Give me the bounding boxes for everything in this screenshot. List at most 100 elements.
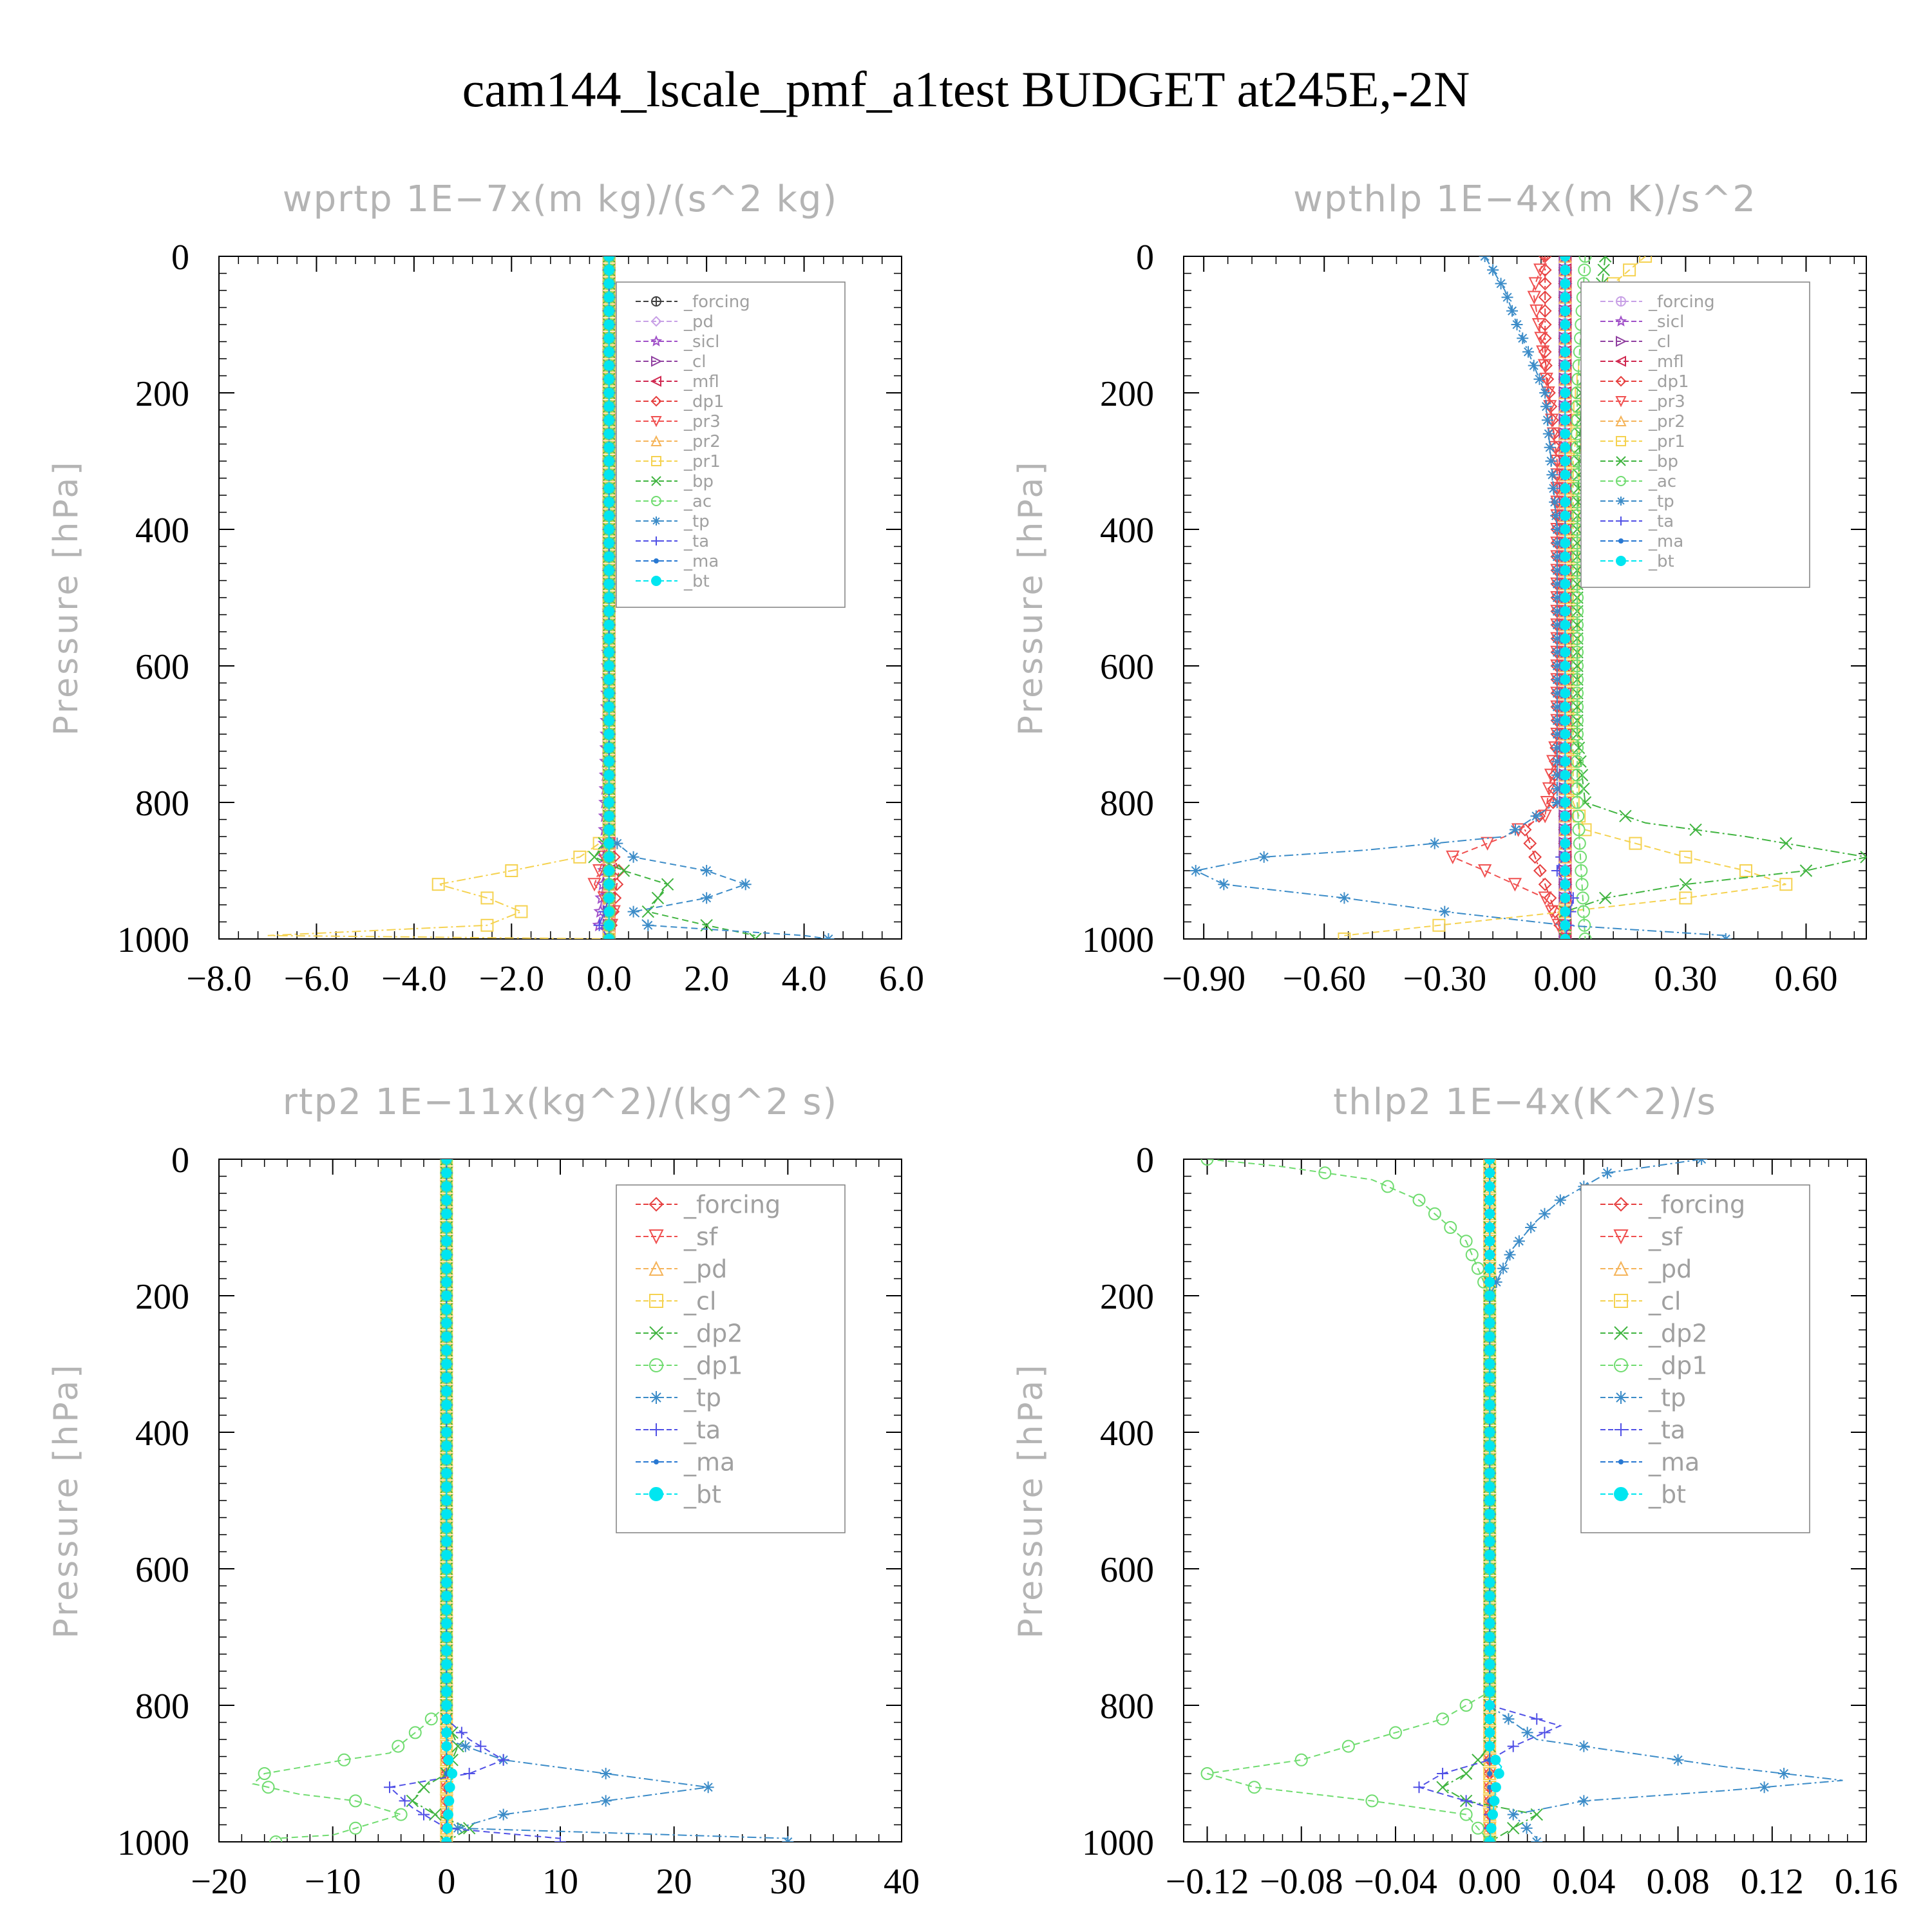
panel-title: wpthlp 1E−4x(m K)/s^2 — [1293, 178, 1757, 220]
data-point — [1471, 1821, 1484, 1835]
legend-item: _tp — [636, 1383, 721, 1412]
data-point — [1218, 878, 1230, 891]
legend-item: _bt — [636, 1480, 721, 1508]
legend-marker — [1615, 375, 1627, 387]
data-point — [1436, 1712, 1450, 1726]
data-point — [1578, 263, 1591, 277]
legend-marker — [1613, 1260, 1629, 1276]
data-point — [1338, 933, 1351, 939]
data-point — [603, 524, 614, 535]
legend-item: _cl — [1600, 1287, 1681, 1315]
data-point — [1560, 578, 1571, 589]
data-point — [1560, 360, 1571, 371]
x-tick-label: −4.0 — [381, 959, 447, 999]
data-point — [1560, 647, 1571, 658]
legend-item: _ma — [1600, 1448, 1700, 1476]
legend-label: _pd — [683, 312, 714, 332]
data-point — [441, 1222, 452, 1233]
data-point — [1571, 673, 1584, 687]
data-point — [1501, 291, 1513, 303]
legend-label: _pr1 — [1648, 432, 1685, 451]
data-point — [1551, 728, 1563, 740]
data-point — [441, 1386, 452, 1397]
data-point — [603, 770, 614, 781]
legend-item: _dp1 — [1600, 372, 1689, 392]
series-bt — [441, 1159, 458, 1842]
legend-marker — [652, 516, 661, 526]
data-point — [1531, 318, 1546, 332]
y-tick-label: 800 — [1100, 784, 1154, 824]
x-tick-label: −0.90 — [1162, 959, 1245, 999]
data-point — [1484, 1495, 1495, 1506]
y-tick-label: 600 — [135, 1550, 189, 1590]
data-point — [588, 851, 601, 864]
data-point — [603, 265, 614, 276]
data-point — [480, 891, 494, 905]
data-point — [431, 878, 445, 891]
plot-area — [267, 256, 835, 939]
data-point — [1560, 551, 1571, 562]
data-point — [418, 1808, 430, 1821]
data-point — [1484, 1686, 1495, 1697]
legend-item: _sicl — [636, 332, 719, 352]
data-point — [1200, 1159, 1214, 1166]
data-point — [1560, 715, 1571, 726]
y-tick-label: 0 — [1136, 1141, 1154, 1180]
data-point — [441, 1549, 452, 1560]
data-point — [1484, 1291, 1495, 1301]
data-point — [441, 1159, 452, 1164]
legend-marker — [651, 456, 661, 466]
x-tick-label: 4.0 — [782, 959, 827, 999]
data-point — [1484, 1700, 1495, 1710]
legend-marker — [1616, 556, 1626, 566]
legend-item: _ta — [1600, 1416, 1685, 1444]
legend-marker — [1616, 436, 1626, 446]
legend-label: _pr1 — [683, 452, 721, 471]
data-point — [1558, 933, 1572, 939]
data-point — [1538, 345, 1552, 359]
legend-label: _cl — [1648, 1287, 1681, 1315]
data-point — [1484, 1345, 1495, 1356]
legend-item: _mfl — [1600, 352, 1684, 372]
data-point — [1537, 359, 1552, 373]
legend-label: _cl — [683, 352, 706, 372]
legend-marker — [1615, 355, 1626, 367]
x-tick-label: 0.60 — [1774, 959, 1837, 999]
legend-marker — [654, 558, 659, 564]
data-point — [394, 1808, 408, 1821]
legend-label: _bt — [683, 1480, 721, 1508]
data-point — [1574, 755, 1587, 768]
data-point — [603, 510, 614, 521]
data-point — [587, 878, 601, 892]
data-point — [441, 1413, 452, 1424]
y-tick-label: 800 — [135, 784, 189, 824]
legend-marker — [650, 395, 662, 407]
data-point — [497, 1754, 509, 1766]
x-tick-label: 6.0 — [879, 959, 924, 999]
data-point — [1200, 1767, 1214, 1780]
data-point — [1539, 1208, 1551, 1220]
data-point — [1517, 332, 1529, 345]
data-point — [1507, 1808, 1519, 1821]
data-point — [1543, 891, 1557, 905]
legend-item: _dp2 — [636, 1319, 743, 1347]
data-point — [1571, 632, 1584, 645]
data-point — [1484, 1591, 1495, 1602]
data-point — [1571, 755, 1584, 768]
data-point — [441, 1686, 452, 1697]
data-point — [349, 1794, 362, 1808]
legend-item: _forcing — [1600, 1190, 1745, 1218]
data-point — [1578, 933, 1592, 939]
x-tick-label: −0.60 — [1282, 959, 1366, 999]
data-point — [1560, 305, 1571, 316]
legend-label: _ac — [1648, 472, 1676, 491]
data-point — [1540, 401, 1553, 413]
legend: _forcing_pd_sicl_cl_mfl_dp1_pr3_pr2_pr1_… — [616, 281, 846, 608]
data-point — [1388, 1726, 1402, 1739]
x-tick-label: 10 — [542, 1862, 578, 1902]
data-point — [1484, 1549, 1495, 1560]
legend-label: _pr2 — [683, 432, 721, 451]
data-point — [1484, 1577, 1495, 1588]
legend-marker — [650, 335, 663, 346]
data-point — [1560, 934, 1571, 939]
